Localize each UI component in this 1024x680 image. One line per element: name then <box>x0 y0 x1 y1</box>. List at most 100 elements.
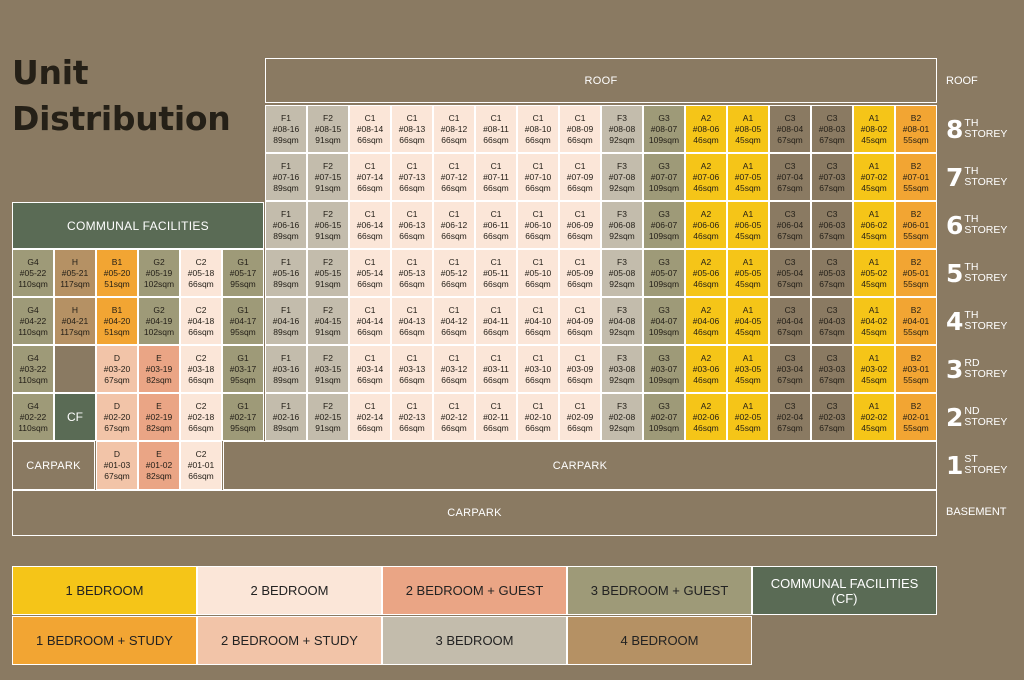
unit-cell: F3 #04-08 92sqm <box>601 297 643 345</box>
unit-cell: B2 #02-01 55sqm <box>895 393 937 441</box>
unit-cell: A1 #03-02 45sqm <box>853 345 895 393</box>
unit-cell: C1 #03-12 66sqm <box>433 345 475 393</box>
unit-cell: G3 #04-07 109sqm <box>643 297 685 345</box>
storey-label: 2 ND STOREY <box>946 402 1008 432</box>
unit-cell: F3 #02-08 92sqm <box>601 393 643 441</box>
unit-cell: C3 #08-04 67sqm <box>769 105 811 153</box>
legend-item: 1 BEDROOM <box>12 566 197 615</box>
unit-cell: C1 #08-09 66sqm <box>559 105 601 153</box>
unit-cell: F1 #03-16 89sqm <box>265 345 307 393</box>
unit-cell: C3 #02-03 67sqm <box>811 393 853 441</box>
unit-cell: C1 #03-13 66sqm <box>391 345 433 393</box>
storey-label: ROOF <box>946 75 978 87</box>
unit-cell: C1 #02-13 66sqm <box>391 393 433 441</box>
unit-cell: C1 #08-11 66sqm <box>475 105 517 153</box>
unit-cell: F3 #06-08 92sqm <box>601 201 643 249</box>
unit-cell: A1 #05-05 45sqm <box>727 249 769 297</box>
unit-cell: A1 #04-05 45sqm <box>727 297 769 345</box>
unit-cell: C2 #03-18 66sqm <box>180 345 222 393</box>
unit-cell: F2 #07-15 91sqm <box>307 153 349 201</box>
unit-cell: B2 #04-01 55sqm <box>895 297 937 345</box>
unit-cell: C1 #08-10 66sqm <box>517 105 559 153</box>
unit-cell: F2 #06-15 91sqm <box>307 201 349 249</box>
page-title: Unit Distribution <box>12 53 231 138</box>
unit-cell: E #01-02 82sqm <box>138 441 180 490</box>
unit-cell: A2 #05-06 46sqm <box>685 249 727 297</box>
unit-cell: G3 #05-07 109sqm <box>643 249 685 297</box>
unit-cell: F1 #05-16 89sqm <box>265 249 307 297</box>
unit-cell: C1 #06-10 66sqm <box>517 201 559 249</box>
unit-cell: C3 #07-04 67sqm <box>769 153 811 201</box>
unit-cell: C1 #07-10 66sqm <box>517 153 559 201</box>
unit-cell: C1 #05-12 66sqm <box>433 249 475 297</box>
unit-cell: D #02-20 67sqm <box>96 393 138 441</box>
roof-bar: ROOF <box>265 58 937 103</box>
storey-label: BASEMENT <box>946 506 1007 518</box>
unit-cell: C1 #02-10 66sqm <box>517 393 559 441</box>
unit-cell: F3 #08-08 92sqm <box>601 105 643 153</box>
unit-cell: H #05-21 117sqm <box>54 249 96 297</box>
unit-cell: G4 #05-22 110sqm <box>12 249 54 297</box>
unit-cell: A2 #03-06 46sqm <box>685 345 727 393</box>
storey-label: 4 TH STOREY <box>946 306 1008 336</box>
unit-cell: E #03-19 82sqm <box>138 345 180 393</box>
unit-cell: B1 #05-20 51sqm <box>96 249 138 297</box>
unit-cell: A1 #07-05 45sqm <box>727 153 769 201</box>
basement-carpark-bar: CARPARK <box>12 490 937 536</box>
unit-cell: A2 #08-06 46sqm <box>685 105 727 153</box>
unit-cell: C1 #07-12 66sqm <box>433 153 475 201</box>
unit-cell: G2 #05-19 102sqm <box>138 249 180 297</box>
unit-cell: C3 #07-03 67sqm <box>811 153 853 201</box>
storey-label: 6 TH STOREY <box>946 210 1008 240</box>
unit-cell: A1 #06-05 45sqm <box>727 201 769 249</box>
unit-cell: C3 #04-03 67sqm <box>811 297 853 345</box>
unit-cell: C3 #05-04 67sqm <box>769 249 811 297</box>
unit-cell: A2 #02-06 46sqm <box>685 393 727 441</box>
unit-cell: F1 #07-16 89sqm <box>265 153 307 201</box>
unit-cell: G3 #03-07 109sqm <box>643 345 685 393</box>
unit-cell: G3 #06-07 109sqm <box>643 201 685 249</box>
unit-cell: B1 #04-20 51sqm <box>96 297 138 345</box>
unit-cell: C3 #02-04 67sqm <box>769 393 811 441</box>
unit-cell: C1 #07-09 66sqm <box>559 153 601 201</box>
unit-cell: G1 #04-17 95sqm <box>222 297 264 345</box>
legend-item: 3 BEDROOM + GUEST <box>567 566 752 615</box>
unit-cell: F2 #08-15 91sqm <box>307 105 349 153</box>
unit-cell: F1 #08-16 89sqm <box>265 105 307 153</box>
unit-cell: C1 #07-13 66sqm <box>391 153 433 201</box>
unit-cell: A1 #03-05 45sqm <box>727 345 769 393</box>
unit-cell: A1 #06-02 45sqm <box>853 201 895 249</box>
unit-cell: C1 #03-10 66sqm <box>517 345 559 393</box>
unit-cell: C1 #06-13 66sqm <box>391 201 433 249</box>
unit-cell: F3 #07-08 92sqm <box>601 153 643 201</box>
legend-item: 1 BEDROOM + STUDY <box>12 616 197 665</box>
unit-cell: C1 #03-14 66sqm <box>349 345 391 393</box>
carpark-left-bar: CARPARK <box>12 441 95 490</box>
unit-cell: C3 #08-03 67sqm <box>811 105 853 153</box>
storey-label: 8 TH STOREY <box>946 114 1008 144</box>
unit-cell: G1 #02-17 95sqm <box>222 393 264 441</box>
unit-cell: G4 #03-22 110sqm <box>12 345 54 393</box>
unit-cell: C1 #04-09 66sqm <box>559 297 601 345</box>
storey-label: 7 TH STOREY <box>946 162 1008 192</box>
unit-cell: A1 #05-02 45sqm <box>853 249 895 297</box>
unit-cell: F2 #03-15 91sqm <box>307 345 349 393</box>
legend-item: 3 BEDROOM <box>382 616 567 665</box>
unit-cell: C1 #03-09 66sqm <box>559 345 601 393</box>
unit-cell: G3 #08-07 109sqm <box>643 105 685 153</box>
unit-cell: F3 #03-08 92sqm <box>601 345 643 393</box>
unit-cell: A1 #08-02 45sqm <box>853 105 895 153</box>
unit-cell: C1 #06-14 66sqm <box>349 201 391 249</box>
unit-cell: F1 #04-16 89sqm <box>265 297 307 345</box>
unit-cell: A2 #04-06 46sqm <box>685 297 727 345</box>
unit-cell: G3 #07-07 109sqm <box>643 153 685 201</box>
unit-cell: C1 #03-11 66sqm <box>475 345 517 393</box>
communal-facilities-bar: COMMUNAL FACILITIES <box>12 202 264 249</box>
unit-cell: C1 #08-13 66sqm <box>391 105 433 153</box>
unit-cell: F1 #02-16 89sqm <box>265 393 307 441</box>
unit-cell: C1 #04-11 66sqm <box>475 297 517 345</box>
unit-cell: G1 #05-17 95sqm <box>222 249 264 297</box>
legend-item: COMMUNAL FACILITIES (CF) <box>752 566 937 615</box>
unit-cell: B2 #08-01 55sqm <box>895 105 937 153</box>
unit-cell: C1 #04-12 66sqm <box>433 297 475 345</box>
